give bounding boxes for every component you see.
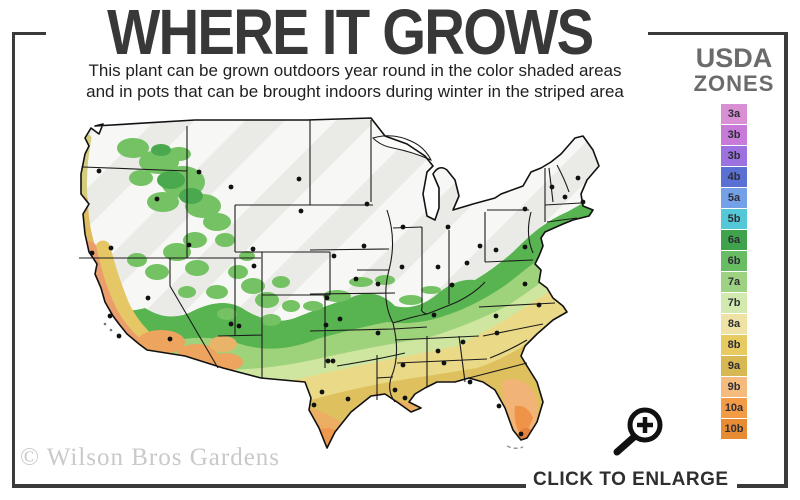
south-texas-orange <box>309 428 345 448</box>
frame-border-left <box>12 32 15 488</box>
ca-valley-strip <box>95 240 151 344</box>
frame-border-top-left <box>12 32 46 35</box>
zone-legend-list: 3a 3b 3b 4b 5a 5b 6a 6b 7a 7b 8a 8b 9a 9b 10a 10b <box>684 104 784 439</box>
zone-label: 8b <box>727 339 741 351</box>
zone-label: 3a <box>727 108 741 120</box>
state-borders <box>79 120 582 403</box>
legend-title-usda: USDA <box>695 43 773 73</box>
page-title: WHERE IT GROWS <box>107 0 594 68</box>
subtitle-line-1: This plant can be grown outdoors year ro… <box>88 61 622 80</box>
zone-swatch-10a: 10a <box>721 398 747 418</box>
zone-label: 7b <box>727 297 741 309</box>
zone-label: 3b <box>727 150 741 162</box>
city-dots <box>89 168 586 437</box>
channel-island-dot <box>103 322 107 326</box>
zone-label: 5b <box>727 213 741 225</box>
zone-label: 8a <box>727 318 741 330</box>
zone-swatch-5b: 5b <box>721 209 747 229</box>
frame-border-right <box>784 32 788 488</box>
legend-title-zones: ZONES <box>693 71 775 96</box>
zone-swatch-7b: 7b <box>721 293 747 313</box>
zone-swatch-9a: 9a <box>721 356 747 376</box>
zone-label: 10a <box>724 402 744 414</box>
zone-swatch-3b: 3b <box>721 146 747 166</box>
zone-swatch-4b: 4b <box>721 167 747 187</box>
frame-border-top-right <box>648 32 788 35</box>
zone-swatch-3b: 3b <box>721 125 747 145</box>
zone-swatch-8a: 8a <box>721 314 747 334</box>
lake-superior <box>372 135 433 162</box>
zone-label: 5a <box>727 192 741 204</box>
zone-swatch-6b: 6b <box>721 251 747 271</box>
zone-swatch-9b: 9b <box>721 377 747 397</box>
channel-island-dot <box>109 328 113 332</box>
usda-zones-legend: USDA ZONES 3a 3b 3b 4b 5a 5b 6a 6b 7a 7b 8a 8b 9a 9b 1… <box>684 44 784 439</box>
zone-swatch-5a: 5a <box>721 188 747 208</box>
zone-swatch-7a: 7a <box>721 272 747 292</box>
florida-keys <box>506 445 524 450</box>
zone-swatch-10b: 10b <box>721 419 747 439</box>
zone-swatch-8b: 8b <box>721 335 747 355</box>
zone-label: 9a <box>727 360 741 372</box>
zone-swatch-3a: 3a <box>721 104 747 124</box>
click-to-enlarge-label[interactable]: CLICK TO ENLARGE <box>533 469 729 490</box>
zone-label: 10b <box>724 423 744 435</box>
frame-border-bottom-right <box>737 484 788 488</box>
zone-label: 7a <box>727 276 741 288</box>
zone-swatch-6a: 6a <box>721 230 747 250</box>
zone-label: 3b <box>727 129 741 141</box>
us-outline <box>80 117 600 449</box>
zone-label: 9b <box>727 381 741 393</box>
zone-label: 6a <box>727 234 741 246</box>
magnifier-plus-icon[interactable] <box>603 397 673 467</box>
subtitle-line-2: and in pots that can be brought indoors … <box>86 82 624 101</box>
deep-green-patches <box>151 144 203 204</box>
frame-border-bottom-left <box>12 484 526 488</box>
usda-zone-map[interactable] <box>75 110 665 475</box>
zone-label: 4b <box>727 171 741 183</box>
texas-tip-deep-orange <box>317 445 333 448</box>
copyright-watermark: © Wilson Bros Gardens <box>20 444 281 471</box>
zone-label: 6b <box>727 255 741 267</box>
